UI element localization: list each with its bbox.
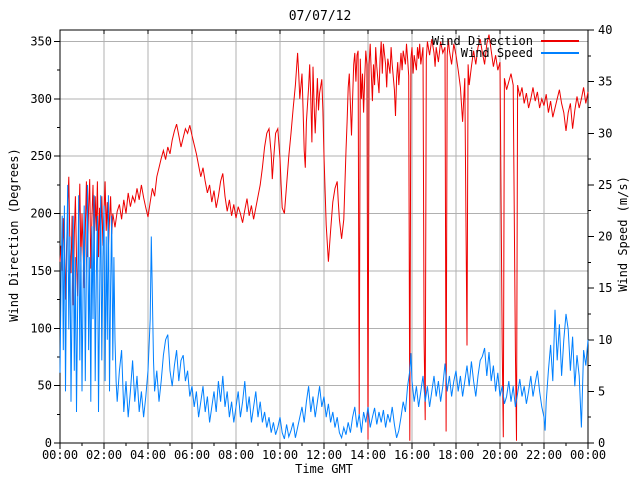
legend-line-sample-wind-direction — [541, 40, 579, 42]
x-tick-label: 08:00 — [218, 448, 254, 462]
y-right-tick-label: 10 — [598, 333, 612, 347]
y-right-tick-label: 0 — [598, 436, 605, 450]
legend-entry-wind-speed: Wind Speed — [0, 47, 533, 59]
x-tick-label: 20:00 — [482, 448, 518, 462]
series-line-wind-direction — [59, 34, 589, 441]
x-tick-label: 12:00 — [306, 448, 342, 462]
y-right-tick-label: 15 — [598, 281, 612, 295]
y-left-tick-label: 0 — [45, 436, 52, 450]
x-tick-label: 10:00 — [262, 448, 298, 462]
y-left-tick-label: 150 — [30, 264, 52, 278]
y-right-tick-label: 5 — [598, 384, 605, 398]
series-line-wind-speed — [59, 184, 589, 440]
left-axis-label: Wind Direction (Degrees) — [7, 148, 21, 322]
x-tick-label: 22:00 — [526, 448, 562, 462]
y-left-tick-label: 350 — [30, 34, 52, 48]
x-tick-label: 14:00 — [350, 448, 386, 462]
x-axis-label: Time GMT — [295, 462, 353, 476]
y-left-tick-label: 100 — [30, 321, 52, 335]
x-tick-label: 16:00 — [394, 448, 430, 462]
y-left-tick-label: 300 — [30, 92, 52, 106]
y-right-tick-label: 20 — [598, 230, 612, 244]
legend-entry-wind-direction: Wind Direction — [0, 35, 533, 47]
right-axis-label: Wind Speed (m/s) — [616, 176, 630, 292]
y-left-tick-label: 250 — [30, 149, 52, 163]
x-tick-label: 00:00 — [42, 448, 78, 462]
y-left-tick-label: 50 — [38, 379, 52, 393]
y-right-tick-label: 25 — [598, 178, 612, 192]
y-right-tick-label: 30 — [598, 126, 612, 140]
x-tick-label: 04:00 — [130, 448, 166, 462]
x-tick-label: 06:00 — [174, 448, 210, 462]
x-tick-label: 00:00 — [570, 448, 606, 462]
y-right-tick-label: 40 — [598, 23, 612, 37]
legend-label-wind-direction: Wind Direction — [431, 34, 533, 48]
x-tick-label: 02:00 — [86, 448, 122, 462]
y-left-tick-label: 200 — [30, 207, 52, 221]
chart-title: 07/07/12 — [288, 9, 352, 24]
x-tick-label: 18:00 — [438, 448, 474, 462]
y-right-tick-label: 35 — [598, 75, 612, 89]
legend-label-wind-speed: Wind Speed — [460, 46, 533, 60]
legend-line-sample-wind-speed — [541, 52, 579, 54]
